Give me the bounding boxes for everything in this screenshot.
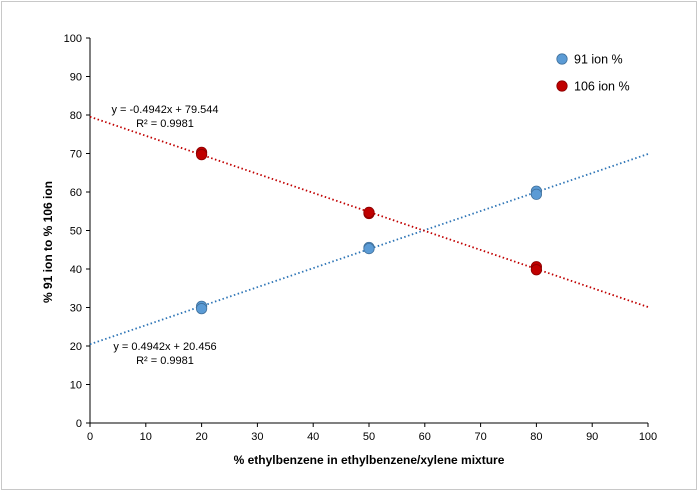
trendline-labels: y = 0.4942x + 20.456 R² = 0.9981 y = -0.49… (111, 104, 218, 367)
x-tick-label: 10 (140, 431, 152, 443)
y-tick-label: 70 (70, 149, 82, 161)
trendline-r2-series-2: R² = 0.9981 (136, 118, 194, 130)
x-axis-title: % ethylbenzene in ethylbenzene/xylene mi… (234, 453, 505, 467)
data-point-series-1 (363, 242, 375, 255)
x-tick-label: 0 (87, 431, 93, 443)
x-tick-label: 90 (586, 431, 598, 443)
data-point-series-1 (196, 303, 208, 315)
y-tick-label: 10 (70, 380, 82, 392)
trendline-r2-series-1: R² = 0.9981 (136, 355, 194, 367)
y-tick-label: 90 (70, 72, 82, 84)
x-tick-label: 50 (363, 431, 375, 443)
y-tick-label: 20 (70, 341, 82, 353)
data-point-series-1 (530, 188, 543, 200)
x-tick-label: 60 (419, 431, 431, 443)
y-tick-label: 50 (70, 226, 82, 238)
legend-marker-series-1 (556, 53, 568, 65)
x-tick-label: 70 (474, 431, 486, 443)
x-tick-label: 100 (639, 431, 657, 443)
trendline-equation-series-2: y = -0.4942x + 79.544 (111, 104, 218, 116)
y-axis-title: % 91 ion to % 106 ion (41, 181, 55, 303)
data-points (196, 146, 543, 315)
y-tick-label: 30 (70, 303, 82, 315)
trendlines (89, 115, 649, 346)
x-tick-label: 30 (251, 431, 263, 443)
legend-label-series-1: 91 ion % (574, 53, 623, 67)
y-tick-label: 0 (76, 418, 82, 430)
legend: 91 ion % 106 ion % (556, 53, 630, 94)
y-tick-label: 80 (70, 110, 82, 122)
y-tick-label: 100 (64, 33, 82, 45)
y-tick-label: 60 (70, 187, 82, 199)
data-point-series-2 (530, 264, 543, 276)
x-tick-label: 20 (195, 431, 207, 443)
axes: 0 10 20 30 40 50 60 70 80 90 100 0 10 20 30 40 50 60 70 80 9… (64, 33, 658, 443)
data-point-series-2 (196, 149, 208, 161)
trendline-equation-series-1: y = 0.4942x + 20.456 (113, 341, 216, 353)
x-tick-label: 80 (530, 431, 542, 443)
legend-label-series-2: 106 ion % (574, 80, 630, 94)
y-tick-label: 40 (70, 264, 82, 276)
data-point-series-2 (363, 206, 375, 219)
legend-marker-series-2 (556, 80, 568, 92)
x-tick-label: 40 (307, 431, 319, 443)
